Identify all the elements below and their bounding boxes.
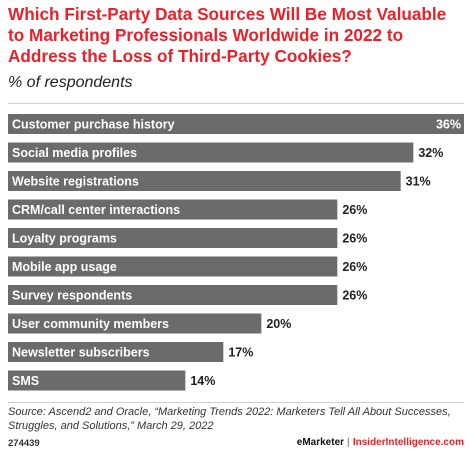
- category-label: Social media profiles: [12, 146, 137, 160]
- value-label: 26%: [342, 203, 367, 217]
- bar-chart: Customer purchase history 36% Social media…: [8, 114, 464, 391]
- bar: [8, 256, 338, 277]
- chart-subtitle: % of respondents: [8, 74, 133, 91]
- top-divider: [8, 103, 464, 104]
- footer-brand: eMarketer | InsiderIntelligence.com: [297, 437, 464, 448]
- bar: [8, 114, 464, 134]
- category-label: Website registrations: [12, 175, 139, 189]
- bar: [8, 199, 338, 220]
- chart-title: Which First-Party Data Sources Will Be M…: [8, 4, 447, 66]
- category-label: Newsletter subscribers: [12, 346, 150, 360]
- brand-separator: |: [347, 437, 350, 448]
- bar: [8, 142, 414, 163]
- category-label: Mobile app usage: [12, 260, 117, 274]
- category-label: Survey respondents: [12, 289, 132, 303]
- value-label: 32%: [418, 146, 443, 160]
- emarketer-logo: eMarketer: [296, 437, 345, 448]
- bar: [8, 171, 401, 191]
- value-label: 26%: [342, 260, 367, 274]
- category-label: User community members: [12, 317, 169, 331]
- bar: [8, 228, 338, 248]
- bar: [8, 285, 338, 305]
- value-label: 17%: [228, 346, 253, 360]
- value-label: 20%: [266, 317, 291, 331]
- bar: [8, 370, 186, 391]
- category-label: Customer purchase history: [12, 118, 175, 132]
- value-label: 26%: [342, 232, 367, 246]
- value-label: 36%: [436, 118, 461, 132]
- category-label: CRM/call center interactions: [12, 203, 180, 217]
- insider-intelligence-link: InsiderIntelligence.com: [352, 437, 464, 448]
- bottom-divider: [8, 402, 464, 403]
- bar: [8, 342, 224, 362]
- category-label: SMS: [12, 374, 39, 388]
- value-label: 14%: [190, 374, 215, 388]
- value-label: 31%: [406, 175, 431, 189]
- bar: [8, 313, 262, 334]
- category-label: Loyalty programs: [12, 232, 117, 246]
- chart-id: 274439: [8, 438, 40, 449]
- value-label: 26%: [342, 289, 367, 303]
- source-note: Source: Ascend2 and Oracle, “Marketing T…: [8, 406, 451, 432]
